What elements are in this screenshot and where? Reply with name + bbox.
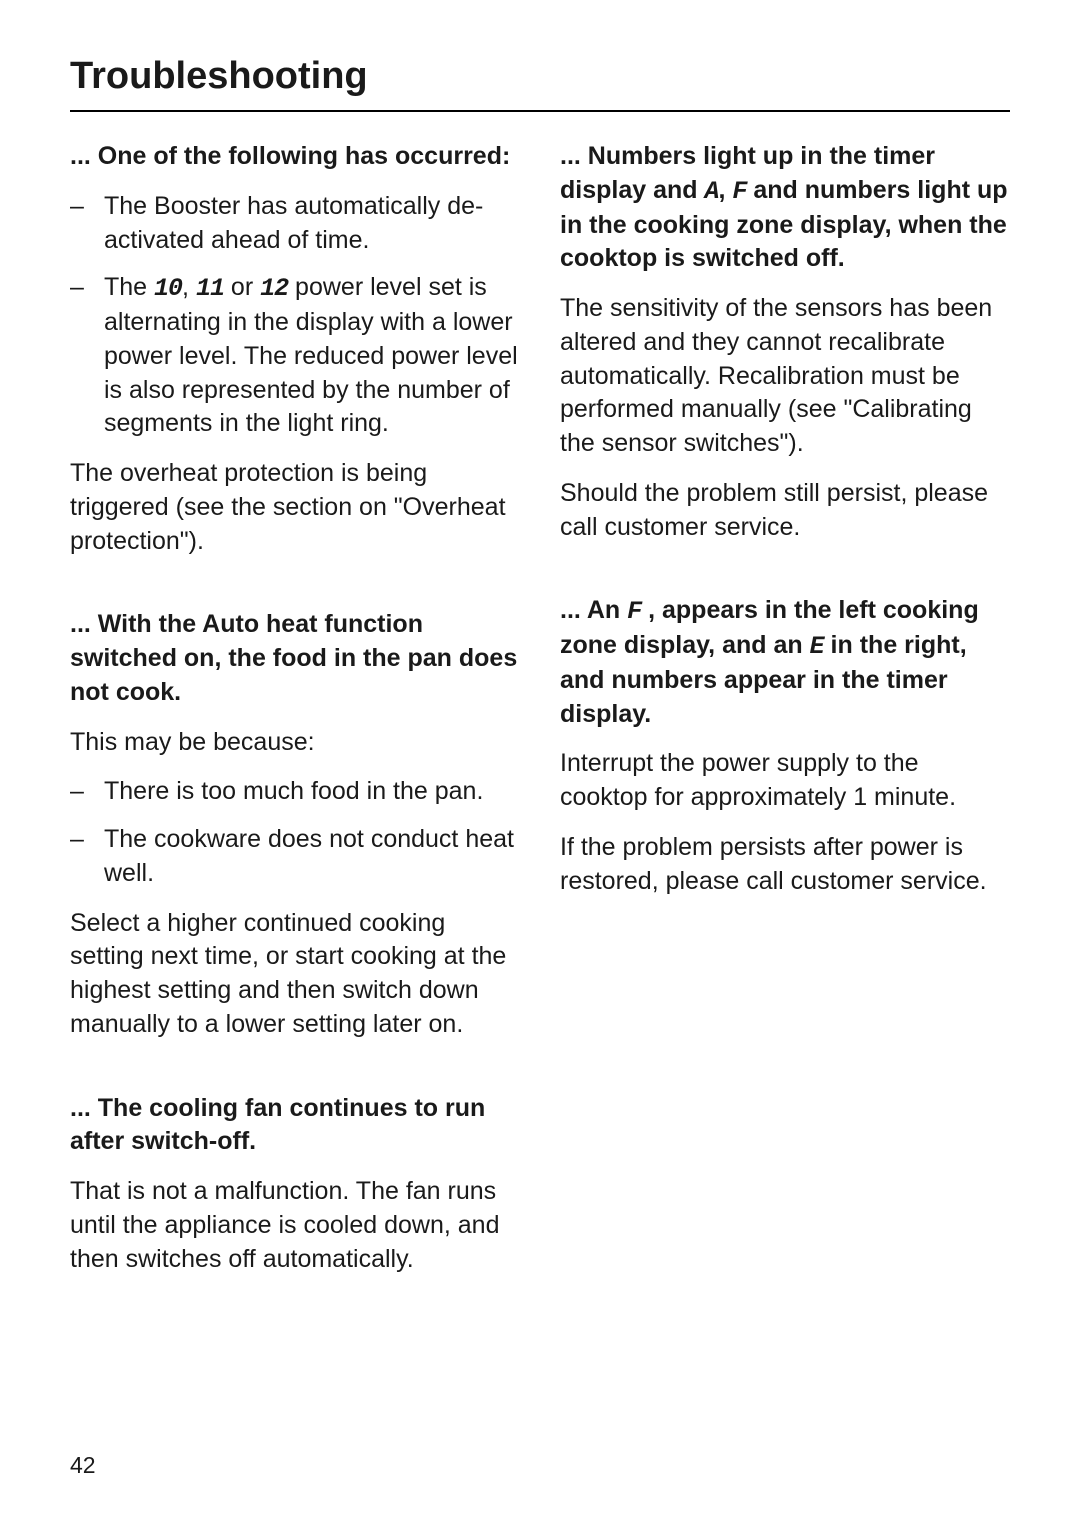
section-f-e-error: ... An F , appears in the left cooking z… [560,594,1010,898]
paragraph: This may be because: [70,726,520,760]
paragraph: If the problem persists after power is r… [560,831,1010,899]
section-auto-heat: ... With the Auto heat function switched… [70,608,520,1041]
display-code: F [627,597,641,626]
left-column: ... One of the following has occurred: T… [70,140,520,1326]
list-item: There is too much food in the pan. [70,775,520,809]
bullet-list: There is too much food in the pan. The c… [70,775,520,890]
content-columns: ... One of the following has occurred: T… [70,140,1010,1326]
text-segment: ... An [560,596,627,624]
page-number: 42 [70,1452,96,1479]
paragraph: Interrupt the power supply to the cookto… [560,747,1010,815]
section-heading: ... Numbers light up in the timer displa… [560,140,1010,276]
list-item: The Booster has automatically de-activat… [70,190,520,258]
section-one-of-following: ... One of the following has occurred: T… [70,140,520,558]
text-segment: or [224,273,260,301]
bullet-list: The Booster has automatically de-activat… [70,190,520,441]
section-heading: ... With the Auto heat function switched… [70,608,520,709]
text-segment: , [719,176,733,204]
section-cooling-fan: ... The cooling fan continues to run aft… [70,1092,520,1277]
section-heading: ... An F , appears in the left cooking z… [560,594,1010,731]
section-heading: ... One of the following has occurred: [70,140,520,174]
display-code: 10 [154,274,182,303]
display-code: E [810,632,824,661]
list-item: The cookware does not conduct heat well. [70,823,520,891]
text-segment: The [104,273,154,301]
paragraph: The sensitivity of the sensors has been … [560,292,1010,461]
paragraph: Should the problem still persist, please… [560,477,1010,545]
display-code: 11 [196,274,224,303]
paragraph: That is not a malfunction. The fan runs … [70,1175,520,1276]
section-numbers-light-up: ... Numbers light up in the timer displa… [560,140,1010,544]
display-code: A [704,177,718,206]
section-heading: ... The cooling fan continues to run aft… [70,1092,520,1160]
page: Troubleshooting ... One of the following… [0,0,1080,1529]
paragraph: Select a higher continued cooking settin… [70,907,520,1042]
text-segment: , [182,273,196,301]
display-code: F [732,177,746,206]
display-code: 12 [260,274,288,303]
right-column: ... Numbers light up in the timer displa… [560,140,1010,1326]
paragraph: The overheat protection is being trigger… [70,457,520,558]
page-title: Troubleshooting [70,55,1010,112]
list-item: The 10, 11 or 12 power level set is alte… [70,271,520,441]
